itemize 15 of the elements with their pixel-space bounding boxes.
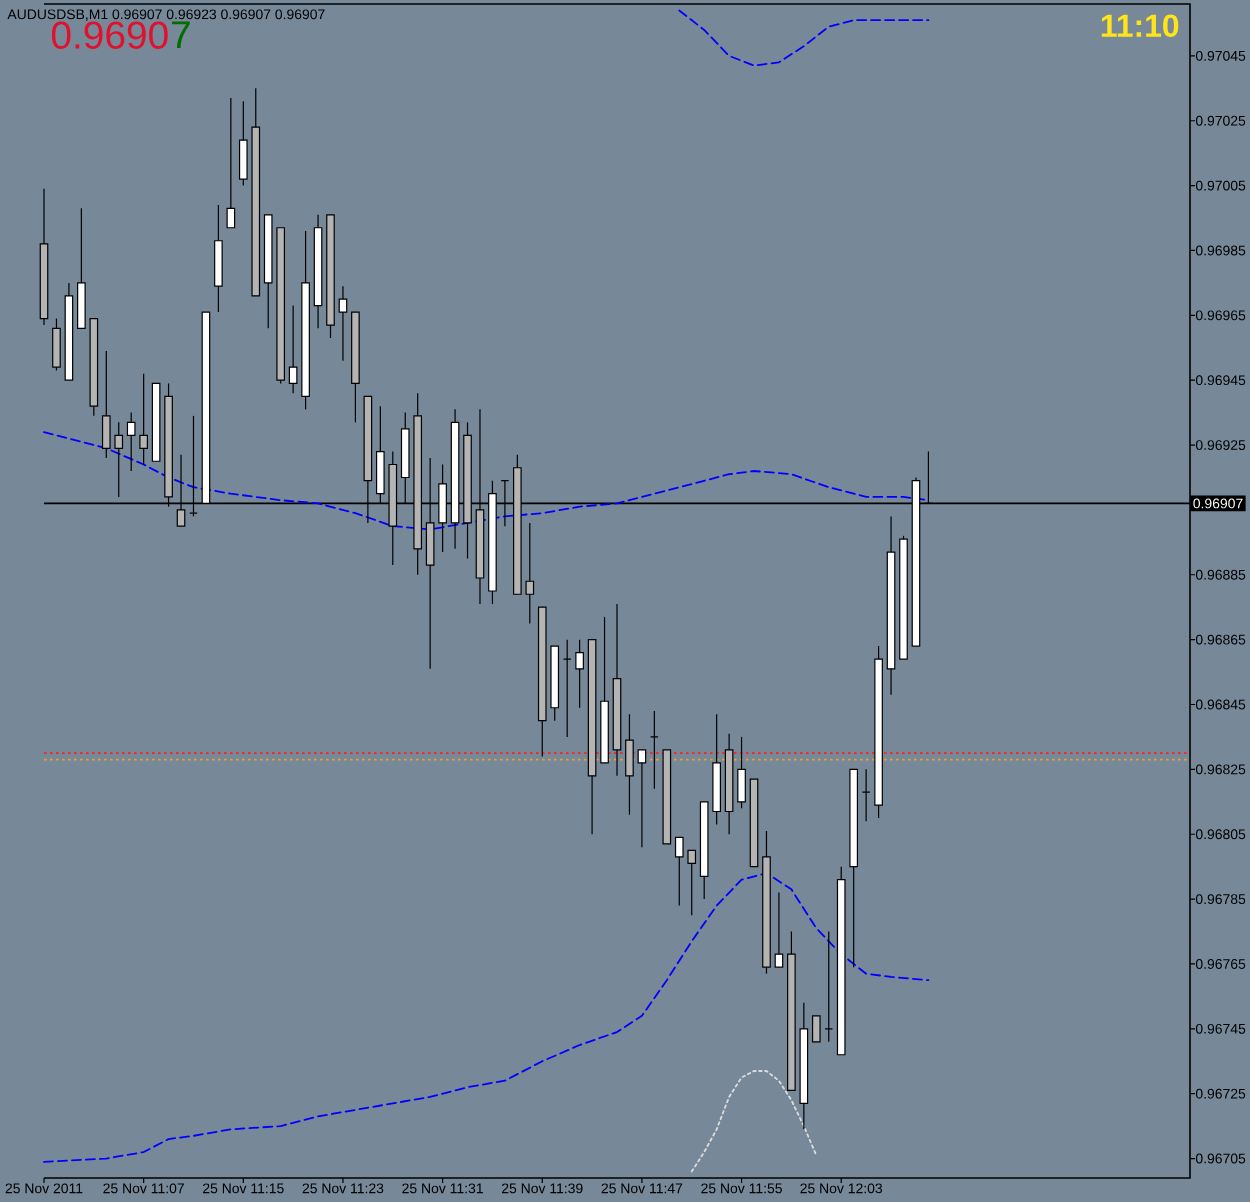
candlestick <box>811 1015 821 1043</box>
annotation: 0.9690 <box>51 21 168 49</box>
candlestick <box>52 317 61 372</box>
line-series <box>43 872 930 1163</box>
annotation: 7 <box>172 21 190 49</box>
candlestick <box>637 749 647 848</box>
candlestick <box>226 97 236 229</box>
candlestick <box>625 713 634 816</box>
annotation: 11:10 <box>1101 14 1179 37</box>
line-series <box>690 1070 818 1173</box>
candlestick <box>214 204 223 313</box>
candlestick <box>338 285 348 362</box>
candlestick <box>774 892 784 968</box>
candlestick <box>575 639 584 709</box>
candlestick <box>737 736 746 809</box>
